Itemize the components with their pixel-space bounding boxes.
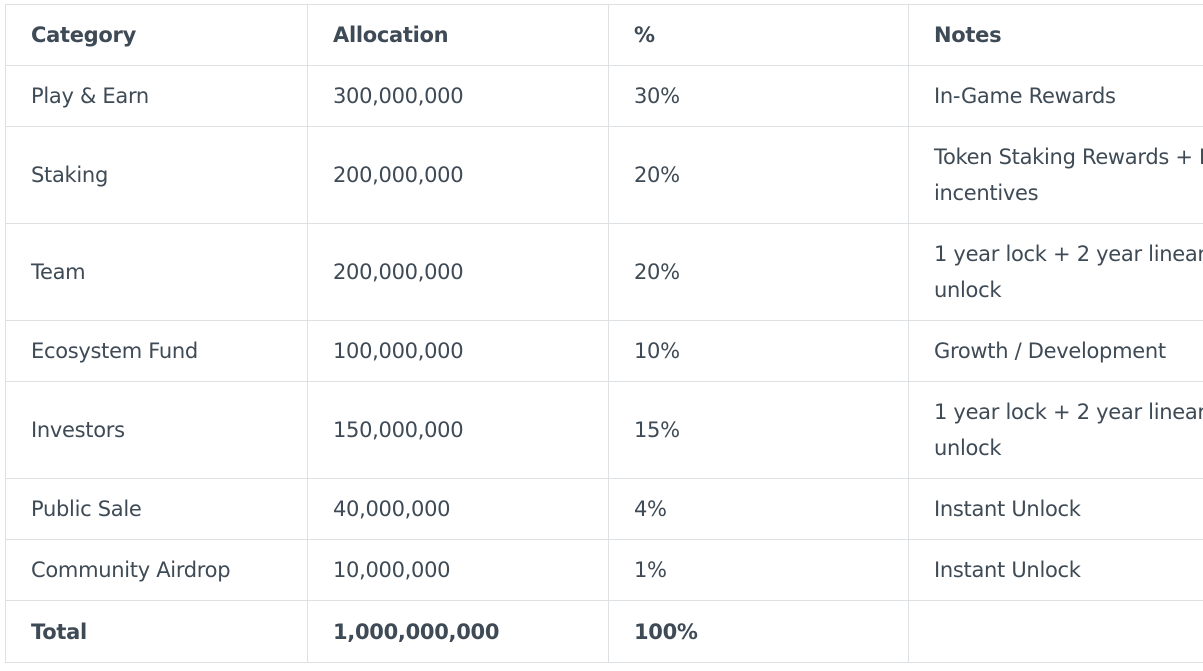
table-row: Public Sale 40,000,000 4% Instant Unlock [5, 478, 1203, 540]
cell-allocation: 100,000,000 [307, 320, 609, 382]
table-row: Team 200,000,000 20% 1 year lock + 2 yea… [5, 223, 1203, 321]
total-notes [908, 600, 1203, 663]
cell-allocation: 200,000,000 [307, 223, 609, 321]
cell-percent: 15% [608, 381, 909, 479]
header-notes: Notes [908, 4, 1203, 66]
cell-category: Investors [5, 381, 308, 479]
table-row: Play & Earn 300,000,000 30% In-Game Rewa… [5, 65, 1203, 127]
header-percent: % [608, 4, 909, 66]
total-label: Total [5, 600, 308, 663]
cell-percent: 4% [608, 478, 909, 540]
cell-category: Public Sale [5, 478, 308, 540]
table-total-row: Total 1,000,000,000 100% [5, 600, 1203, 663]
cell-notes: Growth / Development [908, 320, 1203, 382]
cell-category: Staking [5, 126, 308, 224]
total-allocation: 1,000,000,000 [307, 600, 609, 663]
cell-allocation: 300,000,000 [307, 65, 609, 127]
total-percent: 100% [608, 600, 909, 663]
allocation-table: Category Allocation % Notes Play & Earn … [5, 4, 1203, 663]
cell-allocation: 40,000,000 [307, 478, 609, 540]
table-row: Community Airdrop 10,000,000 1% Instant … [5, 539, 1203, 601]
table-header-row: Category Allocation % Notes [5, 4, 1203, 66]
cell-percent: 10% [608, 320, 909, 382]
cell-allocation: 10,000,000 [307, 539, 609, 601]
table-row: Investors 150,000,000 15% 1 year lock + … [5, 381, 1203, 479]
cell-category: Play & Earn [5, 65, 308, 127]
cell-notes: Instant Unlock [908, 478, 1203, 540]
cell-notes: 1 year lock + 2 year linear unlock [908, 381, 1203, 479]
cell-category: Ecosystem Fund [5, 320, 308, 382]
header-category: Category [5, 4, 308, 66]
cell-category: Team [5, 223, 308, 321]
cell-percent: 20% [608, 126, 909, 224]
cell-category: Community Airdrop [5, 539, 308, 601]
cell-percent: 30% [608, 65, 909, 127]
cell-notes: 1 year lock + 2 year linear unlock [908, 223, 1203, 321]
cell-notes: Instant Unlock [908, 539, 1203, 601]
header-allocation: Allocation [307, 4, 609, 66]
cell-percent: 20% [608, 223, 909, 321]
table-row: Staking 200,000,000 20% Token Staking Re… [5, 126, 1203, 224]
cell-allocation: 150,000,000 [307, 381, 609, 479]
cell-notes: In-Game Rewards [908, 65, 1203, 127]
cell-allocation: 200,000,000 [307, 126, 609, 224]
cell-percent: 1% [608, 539, 909, 601]
cell-notes: Token Staking Rewards + LP incentives [908, 126, 1203, 224]
table-row: Ecosystem Fund 100,000,000 10% Growth / … [5, 320, 1203, 382]
